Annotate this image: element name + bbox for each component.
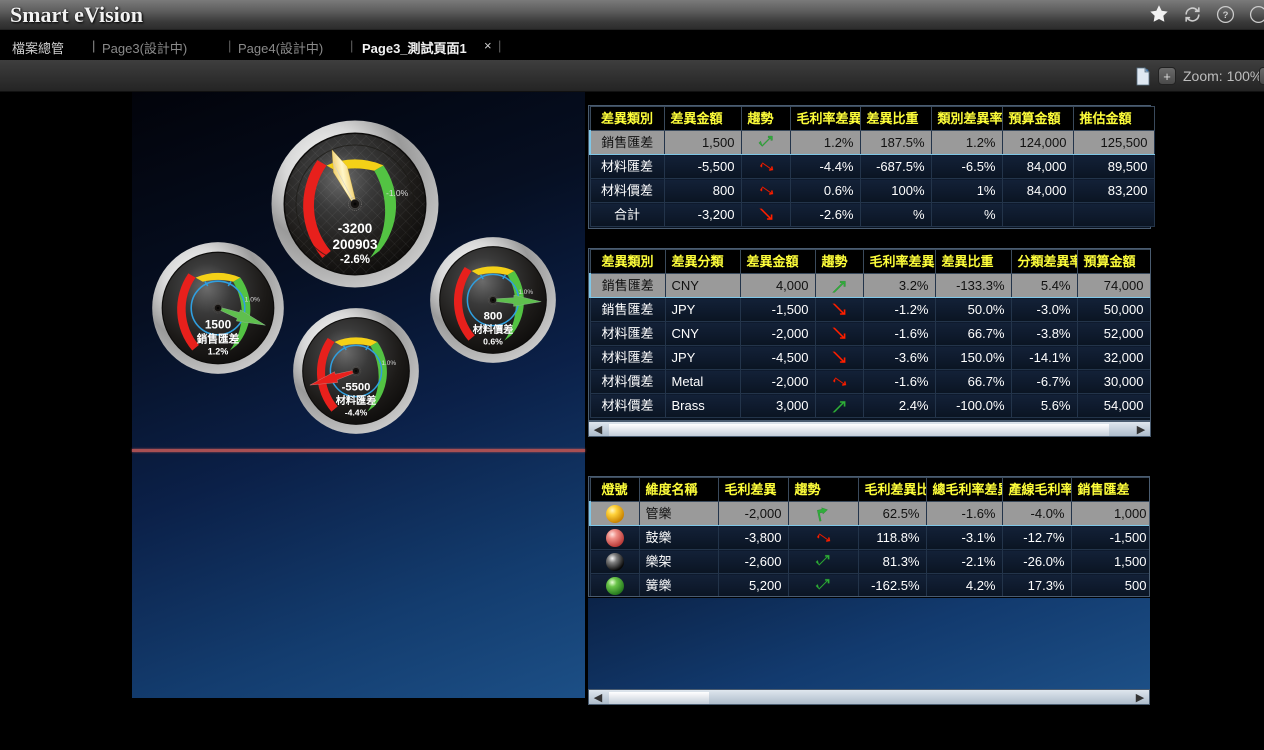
svg-text:-1.0%: -1.0%	[242, 297, 260, 304]
svg-text:1.2%: 1.2%	[208, 347, 229, 357]
svg-text:材料價差: 材料價差	[472, 323, 514, 336]
svg-text:-3200: -3200	[338, 221, 373, 236]
svg-text:-5500: -5500	[342, 382, 371, 394]
svg-text:材料匯差: 材料匯差	[335, 394, 377, 407]
svg-text:-1.0%: -1.0%	[516, 289, 533, 296]
svg-text:-1.0%: -1.0%	[386, 188, 409, 198]
svg-text:800: 800	[484, 311, 503, 323]
svg-text:-2.6%: -2.6%	[340, 254, 370, 266]
svg-text:1500: 1500	[205, 317, 232, 331]
svg-text:-4.4%: -4.4%	[345, 407, 368, 417]
svg-text:200903: 200903	[332, 237, 378, 252]
svg-text:?: ?	[1223, 10, 1229, 21]
svg-text:銷售匯差: 銷售匯差	[197, 332, 240, 345]
svg-text:0.6%: 0.6%	[483, 336, 503, 346]
svg-text:-1.0%: -1.0%	[379, 360, 396, 367]
